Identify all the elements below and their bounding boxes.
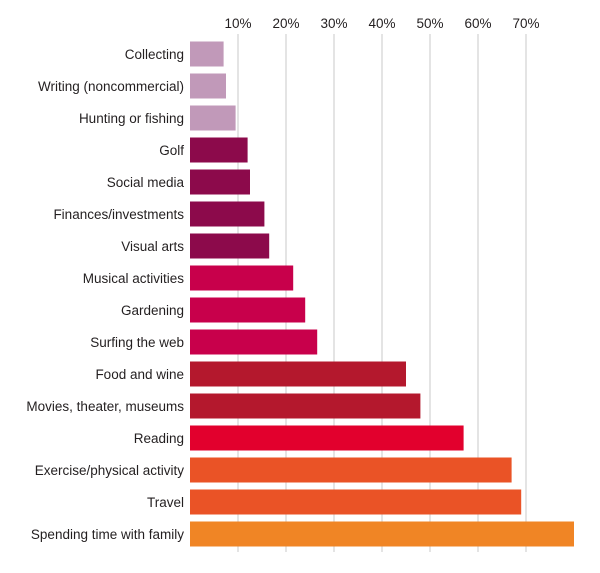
x-tick-label: 20% [272, 16, 299, 31]
category-label: Musical activities [83, 271, 185, 286]
bar [190, 361, 406, 387]
bar [190, 73, 226, 99]
x-tick-label: 70% [512, 16, 539, 31]
bar [190, 105, 236, 131]
category-label: Golf [159, 143, 184, 158]
bar [190, 201, 265, 227]
category-label: Visual arts [121, 239, 184, 254]
bar [190, 521, 574, 547]
bar [190, 41, 224, 67]
x-tick-label: 60% [464, 16, 491, 31]
bar [190, 297, 306, 323]
category-label: Food and wine [95, 367, 184, 382]
grid-lines [237, 34, 527, 552]
x-tick-label: 40% [368, 16, 395, 31]
category-label: Movies, theater, museums [26, 399, 184, 414]
x-axis-ticks: 10% 20% 30% 40% 50% 60% 70% [224, 16, 539, 31]
x-tick-label: 10% [224, 16, 251, 31]
category-label: Travel [147, 495, 184, 510]
bar [190, 425, 464, 451]
bar [190, 169, 250, 195]
category-label: Gardening [121, 303, 184, 318]
x-tick-label: 50% [416, 16, 443, 31]
category-label: Writing (noncommercial) [38, 79, 184, 94]
category-label: Reading [134, 431, 184, 446]
category-label: Finances/investments [53, 207, 184, 222]
bar [190, 137, 248, 163]
bar [190, 457, 512, 483]
category-label: Surfing the web [90, 335, 184, 350]
bar [190, 393, 421, 419]
category-label: Collecting [125, 47, 184, 62]
bars [190, 41, 574, 547]
bar [190, 489, 522, 515]
bar [190, 265, 294, 291]
bar [190, 329, 318, 355]
bar [190, 233, 270, 259]
category-label: Exercise/physical activity [35, 463, 185, 478]
category-label: Hunting or fishing [79, 111, 184, 126]
category-labels: Collecting Writing (noncommercial) Hunting… [26, 47, 184, 542]
category-label: Social media [107, 175, 185, 190]
category-label: Spending time with family [31, 527, 184, 542]
x-tick-label: 30% [320, 16, 347, 31]
